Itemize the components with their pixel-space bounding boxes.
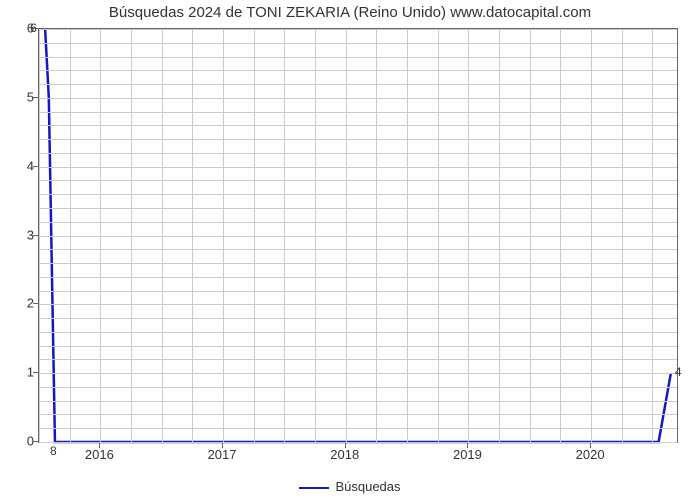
x-tick — [467, 443, 468, 448]
grid-line-h — [39, 249, 677, 250]
plot-area — [38, 28, 678, 443]
grid-line-v — [284, 29, 285, 442]
grid-line-h — [39, 346, 677, 347]
grid-line-h — [39, 43, 677, 44]
grid-line-h — [39, 442, 677, 443]
grid-line-h — [39, 57, 677, 58]
grid-line-v — [499, 29, 500, 442]
y-tick — [33, 303, 38, 304]
grid-line-h — [39, 70, 677, 71]
data-label: 6 — [30, 21, 37, 35]
y-tick — [33, 372, 38, 373]
chart-title: Búsquedas 2024 de TONI ZEKARIA (Reino Un… — [0, 4, 700, 21]
grid-line-h — [39, 84, 677, 85]
grid-line-v — [162, 29, 163, 442]
grid-line-h — [39, 180, 677, 181]
grid-line-v — [100, 29, 101, 442]
grid-line-h — [39, 291, 677, 292]
legend-label: Búsquedas — [335, 479, 400, 494]
y-tick — [33, 235, 38, 236]
data-label: 4 — [675, 365, 682, 379]
grid-line-v — [622, 29, 623, 442]
grid-line-v — [315, 29, 316, 442]
x-tick — [222, 443, 223, 448]
grid-line-h — [39, 387, 677, 388]
grid-line-h — [39, 222, 677, 223]
grid-line-h — [39, 263, 677, 264]
grid-line-v — [346, 29, 347, 442]
grid-line-h — [39, 29, 677, 30]
grid-line-h — [39, 414, 677, 415]
grid-line-h — [39, 208, 677, 209]
grid-line-h — [39, 373, 677, 374]
y-tick-label: 0 — [4, 434, 34, 449]
x-tick — [590, 443, 591, 448]
grid-line-h — [39, 359, 677, 360]
grid-line-v — [254, 29, 255, 442]
grid-line-v — [560, 29, 561, 442]
grid-line-h — [39, 125, 677, 126]
grid-line-v — [131, 29, 132, 442]
grid-line-h — [39, 139, 677, 140]
x-tick-label: 2018 — [330, 447, 359, 462]
grid-line-h — [39, 332, 677, 333]
y-tick-label: 3 — [4, 227, 34, 242]
y-tick-label: 4 — [4, 158, 34, 173]
grid-line-v — [438, 29, 439, 442]
grid-line-h — [39, 277, 677, 278]
grid-line-v — [407, 29, 408, 442]
x-tick-label: 2019 — [453, 447, 482, 462]
x-tick — [99, 443, 100, 448]
grid-line-h — [39, 318, 677, 319]
grid-line-h — [39, 428, 677, 429]
grid-line-h — [39, 304, 677, 305]
grid-line-v — [530, 29, 531, 442]
grid-line-v — [652, 29, 653, 442]
grid-line-v — [192, 29, 193, 442]
grid-line-h — [39, 167, 677, 168]
grid-line-h — [39, 112, 677, 113]
grid-line-h — [39, 153, 677, 154]
y-tick — [33, 97, 38, 98]
grid-line-v — [468, 29, 469, 442]
grid-line-h — [39, 194, 677, 195]
grid-line-h — [39, 98, 677, 99]
y-tick-label: 1 — [4, 365, 34, 380]
grid-line-v — [591, 29, 592, 442]
y-tick-label: 2 — [4, 296, 34, 311]
grid-line-h — [39, 401, 677, 402]
y-tick — [33, 441, 38, 442]
y-tick-label: 5 — [4, 89, 34, 104]
legend-swatch — [299, 487, 329, 489]
grid-line-v — [223, 29, 224, 442]
x-tick-label: 2016 — [85, 447, 114, 462]
grid-line-v — [39, 29, 40, 442]
x-tick — [345, 443, 346, 448]
x-tick-label: 2020 — [576, 447, 605, 462]
chart-container: Búsquedas 2024 de TONI ZEKARIA (Reino Un… — [0, 0, 700, 500]
legend: Búsquedas — [0, 479, 700, 494]
grid-line-v — [376, 29, 377, 442]
grid-line-h — [39, 236, 677, 237]
x-tick-label: 2017 — [208, 447, 237, 462]
grid-line-v — [70, 29, 71, 442]
data-label: 8 — [50, 444, 57, 458]
y-tick — [33, 166, 38, 167]
